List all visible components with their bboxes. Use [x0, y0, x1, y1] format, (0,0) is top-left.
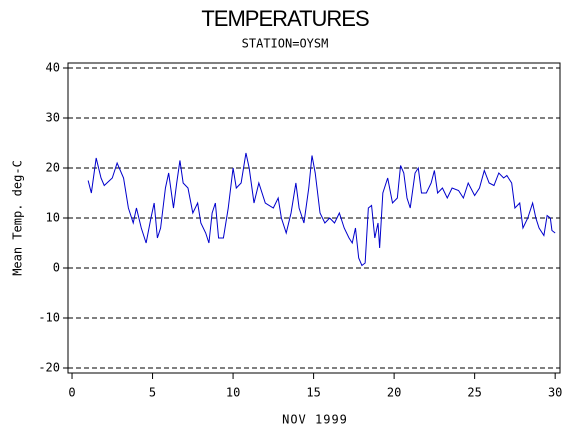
y-tick-label: -20 — [38, 361, 60, 375]
x-axis-label: NOV 1999 — [282, 413, 348, 427]
x-tick-label: 15 — [306, 386, 320, 400]
x-tick-label: 10 — [226, 386, 240, 400]
line-series — [87, 152, 556, 267]
chart-subtitle: STATION=OYSM — [242, 37, 329, 51]
y-tick-label: 30 — [46, 111, 60, 125]
x-tick-label: 25 — [467, 386, 481, 400]
x-tick-label: 0 — [68, 386, 75, 400]
x-tick-label: 5 — [149, 386, 156, 400]
x-tick-label: 30 — [548, 386, 562, 400]
y-axis-label: Mean Temp. deg-C — [11, 160, 25, 276]
y-tick-label: 10 — [46, 211, 60, 225]
y-tick-label: 40 — [46, 61, 60, 75]
chart-title: TEMPERATURES — [201, 6, 369, 31]
y-tick-label: -10 — [38, 311, 60, 325]
y-tick-label: 20 — [46, 161, 60, 175]
x-tick-label: 20 — [387, 386, 401, 400]
y-tick-label: 0 — [53, 261, 60, 275]
